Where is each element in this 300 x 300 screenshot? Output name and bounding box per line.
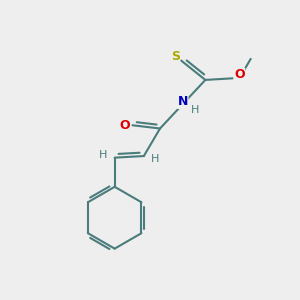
Text: S: S (171, 50, 180, 64)
Text: O: O (120, 119, 130, 132)
Text: O: O (234, 68, 245, 81)
Text: H: H (99, 150, 108, 160)
Text: N: N (178, 95, 188, 108)
Text: H: H (151, 154, 159, 164)
Text: H: H (191, 104, 199, 115)
